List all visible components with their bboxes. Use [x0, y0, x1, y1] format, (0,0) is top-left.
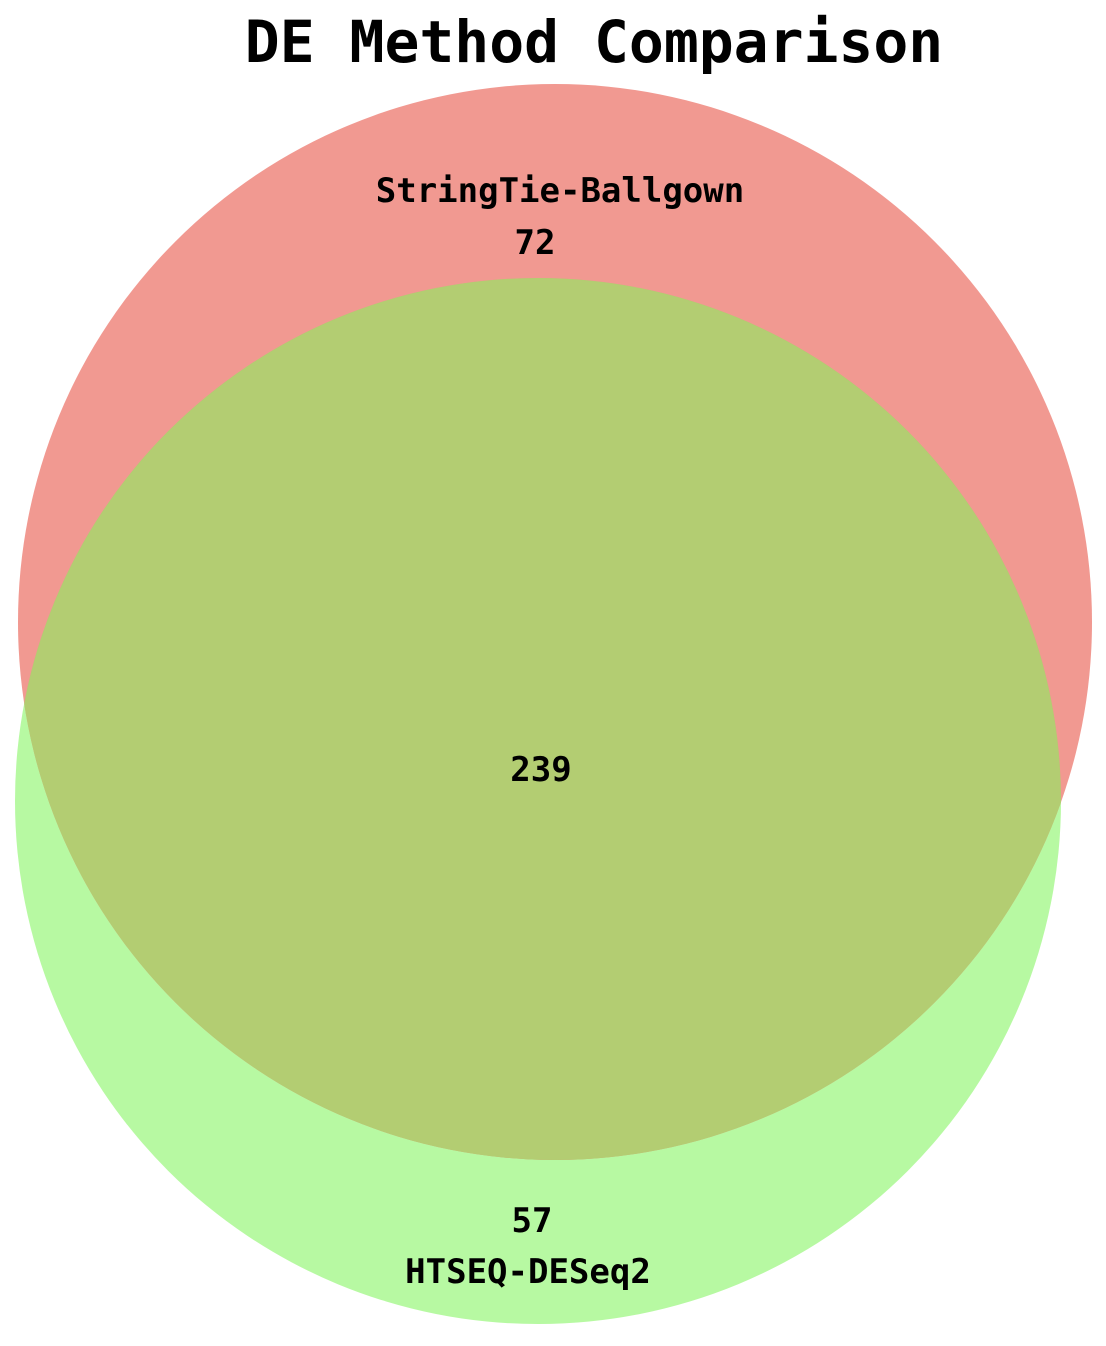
- set-label-stringtie-ballgown: StringTie-Ballgown: [376, 171, 744, 211]
- set-label-htseq-deseq2: HTSEQ-DESeq2: [405, 1252, 651, 1292]
- count-stringtie-ballgown-only: 72: [515, 223, 556, 263]
- diagram-title: DE Method Comparison: [245, 8, 943, 76]
- count-htseq-deseq2-only: 57: [512, 1201, 553, 1241]
- intersection-region: [18, 278, 1061, 1160]
- count-intersection: 239: [510, 750, 571, 790]
